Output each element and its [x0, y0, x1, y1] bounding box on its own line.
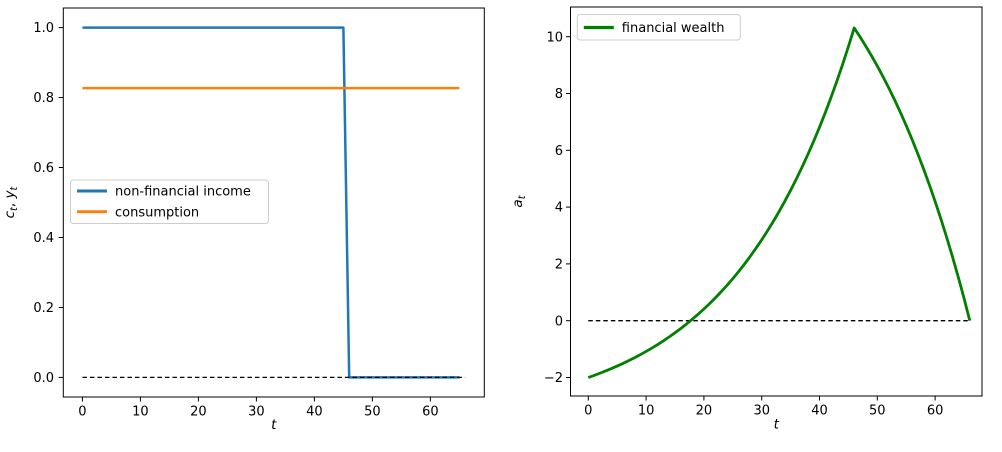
x-tick-label: 40	[811, 404, 828, 419]
series-non-financial-income	[82, 26, 460, 379]
y-tick-label: 1.0	[33, 21, 54, 36]
y-tick-label: 0	[555, 314, 563, 329]
x-tick-label: 60	[422, 405, 439, 420]
y-tick-label: 10	[546, 30, 563, 45]
x-tick-label: 0	[78, 405, 86, 420]
y-axis-label: ct, yt	[2, 185, 20, 218]
x-axis-label: t	[774, 417, 780, 433]
x-tick-label: 50	[869, 404, 886, 419]
y-axis-label: at	[510, 194, 528, 207]
y-tick-label: 0.8	[33, 91, 54, 106]
y-tick-label: 0.6	[33, 161, 54, 176]
subplot-financial-wealth: 0 10 20 30 40 50 60 −2 0 2 4 6 8 10 t at financial wealt…	[510, 6, 983, 433]
x-tick-label: 20	[190, 405, 207, 420]
y-tick-label: 8	[555, 87, 563, 102]
y-tick-label: 6	[555, 144, 563, 159]
legend-box	[70, 179, 269, 224]
x-tick-label: 10	[638, 404, 655, 419]
y-tick-label: 0.0	[33, 371, 54, 386]
x-tick-label: 0	[584, 404, 592, 419]
x-tick-label: 40	[306, 405, 323, 420]
y-tick-label: 4	[555, 201, 563, 216]
y-tick-label: 0.4	[33, 231, 54, 246]
axes-spines	[62, 7, 485, 398]
legend-label-non-financial-income: non-financial income	[115, 185, 251, 200]
series-financial-wealth	[587, 26, 972, 379]
x-tick-label: 60	[927, 404, 944, 419]
y-tick-label: 2	[555, 258, 563, 273]
legend-label-consumption: consumption	[115, 205, 199, 220]
axes-spines	[570, 6, 983, 397]
subplot-income-and-consumption: 0 10 20 30 40 50 60 0.0 0.2 0.4 0.6 0.8 1.0 t ct, yt no…	[2, 7, 485, 433]
x-axis-label: t	[271, 417, 277, 433]
legend-financial-wealth: financial wealth	[576, 14, 741, 41]
x-tick-label: 20	[696, 404, 713, 419]
legend-income-and-consumption: non-financial income consumption	[70, 179, 269, 224]
y-tick-label: −2	[544, 371, 563, 386]
x-tick-label: 50	[364, 405, 381, 420]
x-tick-label: 30	[753, 404, 770, 419]
legend-label-financial-wealth: financial wealth	[622, 21, 725, 36]
x-tick-label: 10	[132, 405, 149, 420]
x-tick-label: 30	[248, 405, 265, 420]
legend-box	[576, 14, 741, 41]
y-tick-label: 0.2	[33, 301, 54, 316]
